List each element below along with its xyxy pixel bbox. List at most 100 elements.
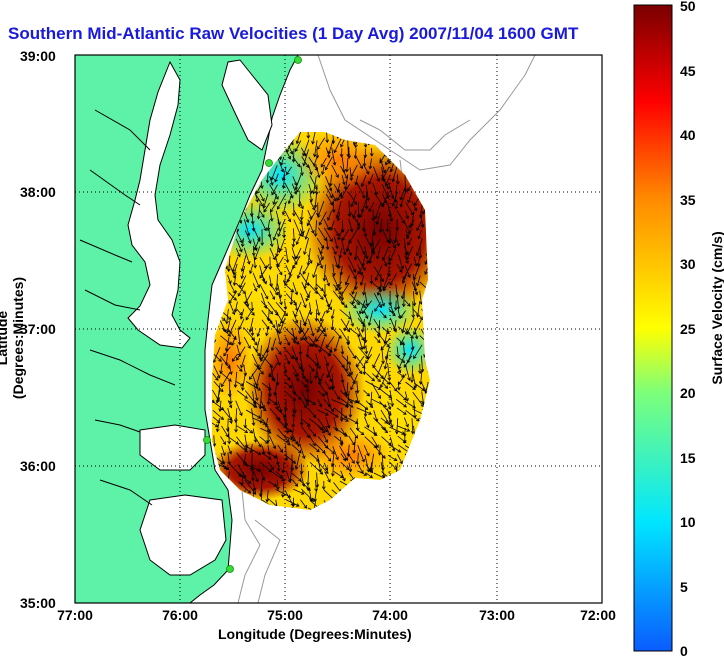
velocity-arrow xyxy=(413,344,423,359)
velocity-arrow xyxy=(332,264,335,276)
velocity-arrow xyxy=(317,256,324,266)
velocity-arrowhead xyxy=(285,430,290,435)
velocity-arrow xyxy=(379,335,390,348)
velocity-arrow xyxy=(228,292,237,301)
velocity-arrowhead xyxy=(261,477,266,481)
velocity-arrowhead xyxy=(319,250,324,255)
velocity-arrow xyxy=(340,398,354,408)
velocity-arrowhead xyxy=(243,372,248,377)
velocity-arrowhead xyxy=(272,378,276,382)
velocity-arrowhead xyxy=(368,411,372,415)
river xyxy=(89,169,141,206)
velocity-arrow xyxy=(269,283,279,296)
velocity-arrow xyxy=(263,202,270,213)
velocity-arrowhead xyxy=(407,274,411,279)
velocity-arrow xyxy=(236,344,241,357)
velocity-arrow xyxy=(371,382,381,399)
velocity-arrow xyxy=(254,246,261,260)
velocity-arrow xyxy=(402,263,412,280)
velocity-arrowhead xyxy=(335,245,339,250)
velocity-arrow xyxy=(300,463,303,474)
velocity-arrowhead xyxy=(261,405,265,409)
velocity-arrow xyxy=(397,425,410,432)
velocity-arrowhead xyxy=(387,377,392,381)
velocity-arrowhead xyxy=(303,251,307,256)
velocity-arrowhead xyxy=(311,140,315,145)
velocity-arrowhead xyxy=(306,222,311,227)
velocity-arrow xyxy=(389,390,393,407)
velocity-arrow xyxy=(286,166,292,175)
velocity-arrow xyxy=(243,453,247,465)
velocity-arrow xyxy=(323,452,332,462)
velocity-arrow xyxy=(285,436,295,442)
velocity-arrowhead xyxy=(412,386,416,390)
velocity-arrow xyxy=(356,299,366,308)
velocity-arrowhead xyxy=(347,361,351,365)
velocity-arrow xyxy=(337,183,341,193)
velocity-arrowhead xyxy=(247,490,252,494)
velocity-arrow xyxy=(357,263,365,275)
velocity-arrow xyxy=(260,479,263,497)
velocity-arrow xyxy=(413,327,418,339)
velocity-arrowhead xyxy=(244,448,248,453)
velocity-arrowhead xyxy=(247,345,251,350)
velocity-arrowhead xyxy=(408,224,412,229)
velocity-arrow xyxy=(266,489,269,502)
velocity-arrowhead xyxy=(383,365,388,370)
velocity-arrow xyxy=(315,220,317,237)
velocity-arrowhead xyxy=(315,155,320,159)
velocity-arrowhead xyxy=(376,339,381,344)
velocity-arrow xyxy=(220,462,230,471)
velocity-arrow xyxy=(397,309,401,319)
velocity-arrowhead xyxy=(267,386,272,391)
velocity-arrowhead xyxy=(405,398,409,402)
velocity-arrow xyxy=(243,247,250,265)
velocity-arrow xyxy=(283,364,287,373)
velocity-arrowhead xyxy=(391,447,396,452)
velocity-arrow xyxy=(309,175,318,190)
velocity-arrowhead xyxy=(328,187,333,192)
velocity-arrow xyxy=(320,310,326,322)
velocity-arrow xyxy=(252,345,261,357)
velocity-arrow xyxy=(382,274,389,289)
velocity-arrow xyxy=(405,202,414,216)
velocity-arrow xyxy=(336,191,343,201)
velocity-arrow xyxy=(356,407,372,415)
velocity-arrow xyxy=(212,400,224,411)
velocity-arrow xyxy=(270,200,278,213)
velocity-arrow xyxy=(273,227,279,241)
velocity-arrow xyxy=(307,507,320,510)
y-axis-label: Latitude (Degrees:Minutes) xyxy=(0,276,26,400)
velocity-arrow xyxy=(340,183,351,199)
velocity-arrowhead xyxy=(362,291,366,296)
velocity-arrow xyxy=(385,346,390,360)
velocity-arrow xyxy=(260,427,272,434)
velocity-arrowhead xyxy=(238,220,243,224)
velocity-arrowhead xyxy=(391,178,396,183)
velocity-arrow xyxy=(309,302,312,315)
velocity-arrowhead xyxy=(263,208,267,213)
velocity-arrow xyxy=(403,220,411,234)
velocity-arrow xyxy=(405,229,409,238)
velocity-arrowhead xyxy=(326,425,331,429)
velocity-arrowhead xyxy=(337,265,341,270)
velocity-arrow xyxy=(212,418,219,428)
velocity-arrow xyxy=(388,416,393,428)
velocity-arrowhead xyxy=(232,282,237,287)
velocity-arrow xyxy=(312,336,317,347)
velocity-arrow xyxy=(237,282,246,297)
velocity-arrowhead xyxy=(324,166,329,171)
velocity-arrow xyxy=(227,452,230,465)
velocity-arrow xyxy=(361,174,367,187)
velocity-arrowhead xyxy=(262,407,267,412)
velocity-arrowhead xyxy=(285,259,290,264)
velocity-arrow xyxy=(325,364,332,382)
velocity-arrow xyxy=(253,363,264,375)
velocity-arrowhead xyxy=(368,260,373,264)
velocity-arrowhead xyxy=(369,280,374,285)
velocity-arrow xyxy=(228,263,236,279)
velocity-arrowhead xyxy=(406,428,411,432)
velocity-arrow xyxy=(295,140,302,152)
velocity-arrowhead xyxy=(385,228,390,233)
velocity-arrow xyxy=(397,373,407,385)
